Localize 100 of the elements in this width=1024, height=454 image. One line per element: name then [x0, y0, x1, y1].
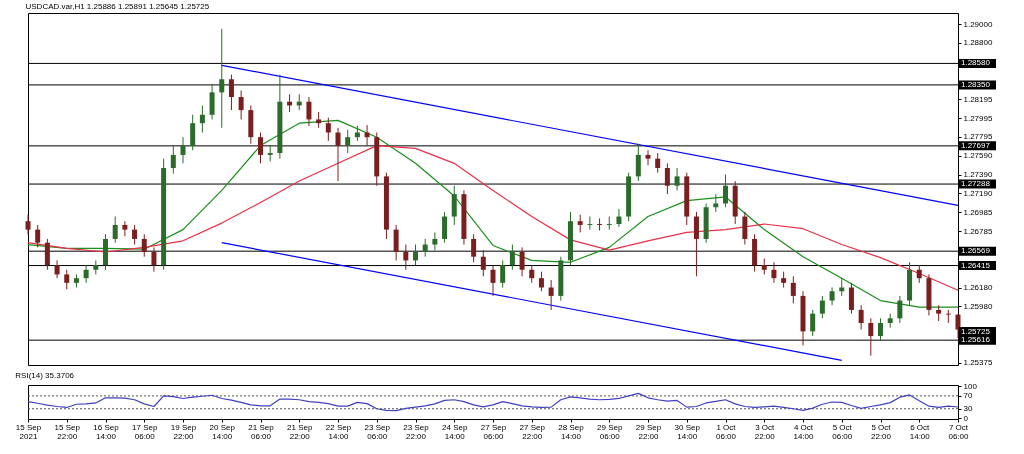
candlestick: [868, 317, 874, 357]
candlestick: [848, 282, 854, 315]
x-tick-label: 22 Sep 14:00: [325, 422, 352, 441]
x-tick-label: 1 Oct 06:00: [715, 422, 737, 441]
ref-line-label: 1.26415: [961, 260, 991, 270]
ref-line-label: 1.27288: [961, 179, 991, 189]
ref-line-label: 1.27697: [961, 140, 991, 150]
candlestick: [209, 83, 215, 120]
y-tick-label: 1.27795: [963, 132, 993, 142]
candlestick: [258, 132, 263, 164]
candlestick: [819, 295, 825, 319]
x-tick-label: 7 Oct 06:00: [948, 422, 970, 441]
candlestick: [897, 295, 903, 324]
candlestick: [151, 246, 157, 273]
candlestick: [190, 114, 196, 151]
candlestick: [132, 224, 138, 246]
ref-line-label: 1.25616: [961, 335, 991, 345]
x-tick-label: 4 Oct 14:00: [793, 422, 815, 441]
line-series: [27, 144, 959, 291]
candlestick: [858, 304, 864, 331]
x-tick-label: 3 Oct 22:00: [754, 422, 776, 441]
y-tick-label: 1.25375: [963, 358, 993, 368]
candlestick: [500, 259, 506, 288]
ref-line-label: 1.28580: [961, 58, 991, 68]
y-tick-label: 30: [963, 404, 973, 414]
candlestick: [199, 104, 205, 134]
y-tick-label: 1.27390: [963, 170, 993, 180]
candlestick: [674, 167, 680, 191]
x-tick-label: 27 Sep 06:00: [480, 422, 507, 441]
y-tick-label: 1.25980: [963, 301, 993, 311]
candlestick: [54, 259, 60, 279]
candlestick: [170, 145, 176, 175]
x-tick-label: 21 Sep 06:00: [248, 422, 275, 441]
y-tick-label: 1.28800: [963, 38, 993, 48]
candlestick: [413, 244, 418, 266]
candlestick: [180, 136, 186, 164]
x-tick-label: 30 Sep 14:00: [674, 422, 701, 441]
x-tick-label: 20 Sep 14:00: [209, 422, 236, 441]
y-tick-label: 1.29000: [963, 19, 993, 29]
candlestick: [345, 129, 351, 154]
candlestick: [723, 174, 728, 208]
x-tick-label: 24 Sep 14:00: [442, 422, 468, 441]
candlestick: [325, 117, 331, 142]
x-tick-label: 29 Sep 06:00: [597, 422, 623, 441]
candlestick: [64, 269, 70, 290]
y-tick-label: 1.27190: [963, 188, 993, 198]
y-tick-label: 1.26180: [963, 283, 993, 292]
x-tick-label: 16 Sep 14:00: [93, 422, 120, 441]
candlestick: [587, 216, 593, 231]
y-tick-label: 1.28195: [963, 94, 993, 104]
y-tick-label: 1.26985: [963, 207, 993, 217]
candlestick: [480, 249, 486, 277]
chart-title: RSI(14) 35.3706: [15, 371, 75, 381]
y-tick-label: 70: [963, 391, 973, 401]
candlestick: [635, 143, 641, 182]
x-tick-label: 27 Sep 22:00: [519, 422, 546, 441]
x-tick-label: 23 Sep 06:00: [364, 422, 391, 441]
candlestick: [228, 74, 234, 111]
candlestick: [83, 264, 89, 284]
y-tick-label: 1.26785: [963, 226, 993, 236]
text: 1.25725: [961, 326, 991, 336]
x-tick-label: 5 Oct 22:00: [870, 422, 892, 441]
candlestick: [655, 152, 661, 174]
ref-line-label: 1.26569: [961, 246, 991, 256]
candlestick: [771, 261, 777, 284]
candlestick: [393, 224, 399, 261]
candlestick: [645, 149, 651, 166]
line-series: [27, 119, 959, 308]
candlestick: [25, 214, 31, 235]
candlestick: [878, 317, 883, 342]
candlestick: [141, 233, 147, 258]
x-tick-label: 15 Sep 22:00: [54, 422, 81, 441]
candlestick: [471, 233, 477, 263]
candlestick: [693, 211, 699, 277]
candlestick: [742, 211, 748, 246]
candlestick: [306, 96, 312, 127]
x-tick-label: 28 Sep 14:00: [558, 422, 585, 441]
y-tick-label: 100: [963, 381, 978, 391]
candlestick: [664, 162, 670, 195]
candlestick: [451, 185, 457, 226]
candlestick: [219, 28, 225, 129]
candlestick: [35, 224, 41, 248]
x-tick-label: 15 Sep 2021: [15, 422, 42, 441]
candlestick: [112, 216, 118, 244]
x-tick-label: 6 Oct 14:00: [909, 422, 931, 441]
x-tick-label: 23 Sep 22:00: [403, 422, 430, 441]
x-tick-label: 17 Sep 06:00: [132, 422, 158, 441]
candlestick: [945, 309, 951, 324]
candlestick: [616, 208, 622, 228]
candlestick: [538, 271, 544, 292]
line-series: [27, 392, 959, 412]
candlestick: [790, 275, 796, 304]
candlestick: [509, 244, 515, 271]
candlestick: [432, 231, 438, 251]
y-tick-label: 0: [963, 413, 969, 423]
x-tick-label: 29 Sep 22:00: [635, 422, 662, 441]
candlestick: [238, 90, 244, 120]
candlestick: [810, 309, 816, 337]
x-tick-label: 21 Sep 22:00: [287, 422, 313, 441]
candlestick: [519, 246, 525, 277]
